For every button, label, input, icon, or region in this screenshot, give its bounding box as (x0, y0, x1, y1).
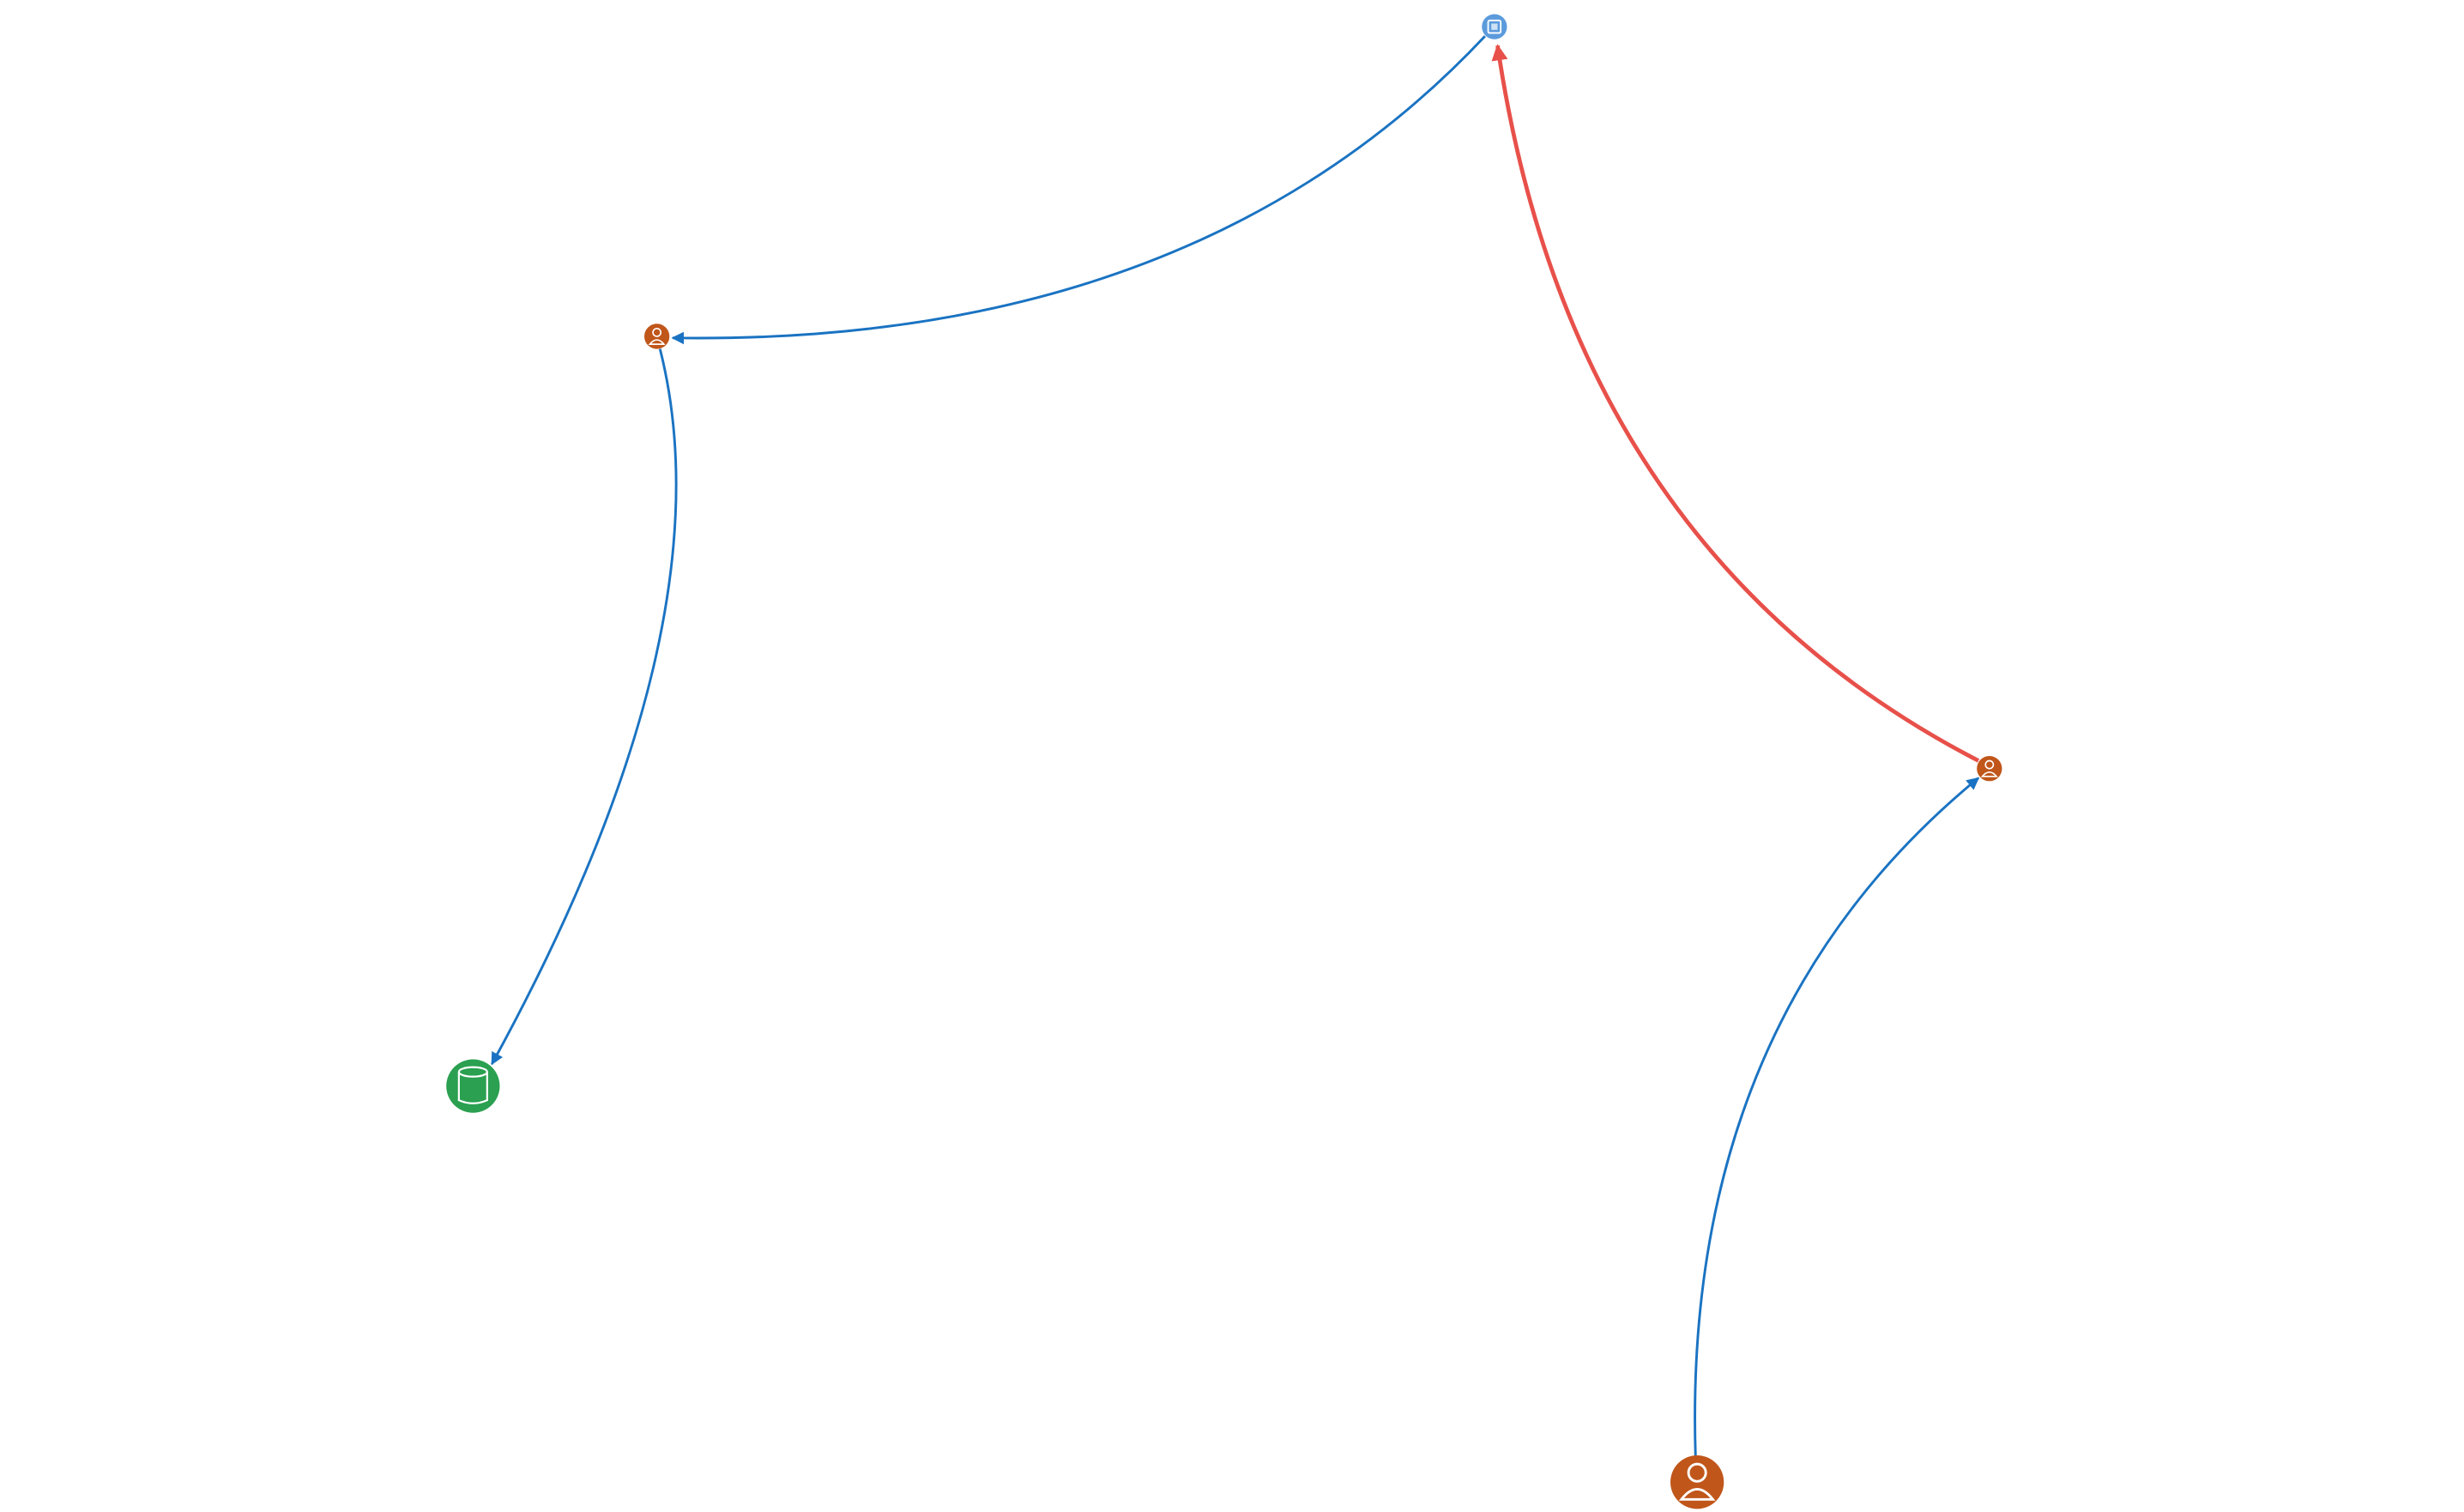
node-user[interactable] (1670, 1455, 1724, 1509)
node-service[interactable] (1482, 14, 1507, 39)
edge[interactable] (671, 35, 1486, 345)
edge[interactable] (491, 348, 678, 1066)
node-user[interactable] (643, 324, 670, 349)
edge[interactable] (1694, 777, 1980, 1457)
edge-highlighted[interactable] (1491, 44, 1980, 763)
node-user[interactable] (1977, 756, 2002, 782)
node-database[interactable] (446, 1059, 500, 1113)
